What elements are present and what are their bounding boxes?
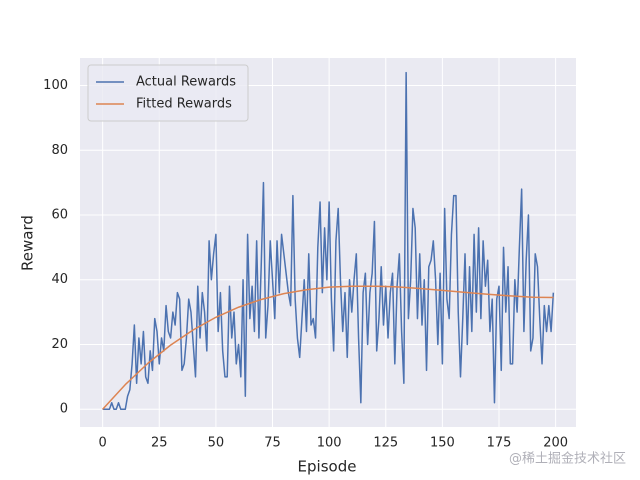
x-tick-label: 0 [99,436,107,451]
x-axis-label: Episode [298,458,357,476]
x-tick-label: 125 [373,436,398,451]
legend-label: Actual Rewards [136,75,236,90]
x-tick-label: 75 [264,436,281,451]
legend-label: Fitted Rewards [136,97,232,112]
legend-box [87,64,249,122]
x-tick-label: 25 [151,436,168,451]
series-line [102,71,555,410]
watermark: @稀土掘金技术社区 [509,451,626,467]
y-tick-label: 0 [60,402,68,417]
y-tick-label: 80 [51,143,68,158]
x-tick-label: 200 [543,436,568,451]
y-axis-label: Reward [19,215,37,271]
y-tick-label: 100 [43,78,68,93]
x-tick-label: 150 [430,436,455,451]
y-tick-label: 40 [51,272,68,287]
x-tick-label: 175 [487,436,512,451]
y-tick-label: 60 [51,207,68,222]
series-line [102,285,554,410]
y-tick-label: 20 [51,337,68,352]
x-tick-label: 50 [208,436,225,451]
x-tick-label: 100 [317,436,342,451]
